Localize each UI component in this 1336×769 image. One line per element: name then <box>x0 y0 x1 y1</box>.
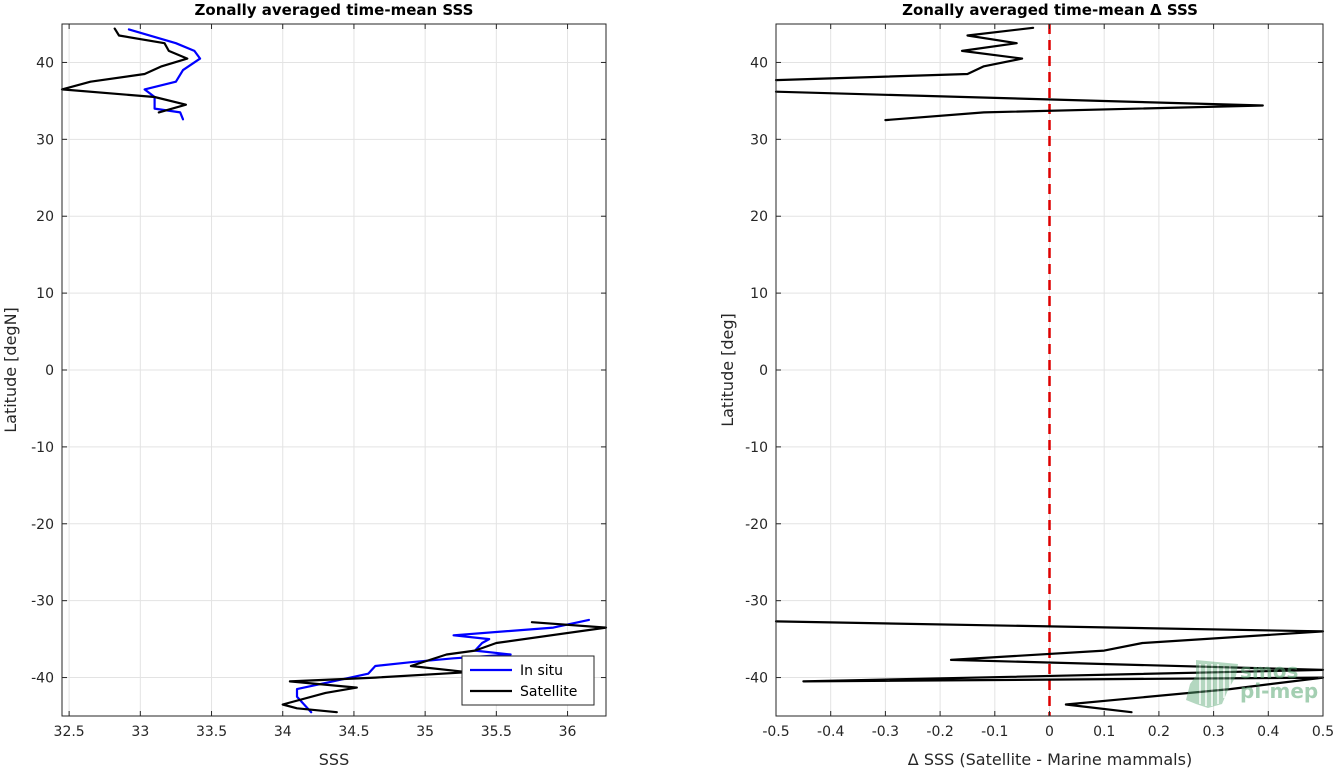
legend-box <box>461 655 595 706</box>
satellite-series-line <box>281 621 608 714</box>
x-tick-label: -0.4 <box>817 724 844 740</box>
x-tick-label: 0 <box>1045 724 1054 740</box>
delta-series-line <box>774 26 1035 82</box>
grid <box>62 24 606 716</box>
y-tick-label: 10 <box>750 286 768 302</box>
satellite-series-line <box>60 27 189 114</box>
y-tick-label: 10 <box>36 286 54 302</box>
watermark-line-2: pi-mep <box>1240 679 1318 703</box>
x-tick-label: 0.5 <box>1312 724 1334 740</box>
delta-series-line <box>774 90 1264 122</box>
panel-sss: 32.5 33 33.5 34 34.5 35 35.5 36 -40 -30 -20 -10 0 10 2… <box>1 1 608 769</box>
y-tick-label: 30 <box>36 132 54 148</box>
y-axis-label: Latitude [deg] <box>718 313 737 427</box>
x-tick-label: 33.5 <box>196 724 227 740</box>
x-tick-label: 0.2 <box>1148 724 1170 740</box>
y-tick-label: -40 <box>745 671 768 687</box>
x-tick-label: -0.2 <box>926 724 953 740</box>
legend: In situ Satellite <box>461 655 595 706</box>
y-tick-label: 40 <box>36 55 54 71</box>
chart-title: Zonally averaged time-mean Δ SSS <box>902 1 1198 19</box>
x-tick-label: 32.5 <box>54 724 85 740</box>
ticks: -0.5 -0.4 -0.3 -0.2 -0.1 0 0.1 0.2 0.3 0.4 0.5 -40 -… <box>745 24 1334 740</box>
x-tick-label: -0.1 <box>981 724 1008 740</box>
y-tick-label: -10 <box>31 440 54 456</box>
x-tick-label: 34.5 <box>338 724 369 740</box>
y-tick-label: -20 <box>745 517 768 533</box>
y-tick-label: 40 <box>750 55 768 71</box>
y-tick-label: -10 <box>745 440 768 456</box>
x-tick-label: 34 <box>274 724 292 740</box>
x-tick-label: 35.5 <box>481 724 512 740</box>
x-tick-label: 0.4 <box>1257 724 1279 740</box>
y-tick-label: 30 <box>750 132 768 148</box>
y-tick-label: -40 <box>31 671 54 687</box>
panel-delta-sss: -0.5 -0.4 -0.3 -0.2 -0.1 0 0.1 0.2 0.3 0.4 0.5 -40 -… <box>718 1 1334 769</box>
x-tick-label: 33 <box>131 724 149 740</box>
y-tick-label: 0 <box>759 363 768 379</box>
legend-label-satellite: Satellite <box>520 684 577 700</box>
legend-label-in-situ: In situ <box>520 663 563 679</box>
x-axis-label: SSS <box>319 750 349 769</box>
x-tick-label: 35 <box>416 724 434 740</box>
x-tick-label: -0.5 <box>762 724 789 740</box>
y-axis-label: Latitude [degN] <box>1 307 20 433</box>
x-tick-label: 0.1 <box>1093 724 1115 740</box>
in-situ-series-line <box>127 28 202 121</box>
y-tick-label: 20 <box>36 209 54 225</box>
x-tick-label: -0.3 <box>872 724 899 740</box>
x-tick-label: 0.3 <box>1202 724 1224 740</box>
watermark-shape <box>1186 660 1238 708</box>
y-tick-label: 20 <box>750 209 768 225</box>
y-tick-label: -30 <box>745 594 768 610</box>
y-tick-label: 0 <box>45 363 54 379</box>
chart-title: Zonally averaged time-mean SSS <box>195 1 474 19</box>
watermark-line-1: smos <box>1240 659 1298 683</box>
y-tick-label: -20 <box>31 517 54 533</box>
ticks: 32.5 33 33.5 34 34.5 35 35.5 36 -40 -30 -20 -10 0 10 2… <box>31 24 606 740</box>
watermark-logo: smos pi-mep <box>1186 659 1318 708</box>
x-tick-label: 36 <box>559 724 577 740</box>
series-layer <box>60 27 608 714</box>
y-tick-label: -30 <box>31 594 54 610</box>
x-axis-label: Δ SSS (Satellite - Marine mammals) <box>908 750 1192 769</box>
